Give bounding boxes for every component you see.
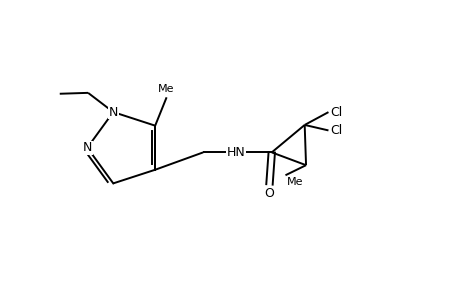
Text: Cl: Cl xyxy=(330,106,342,118)
Text: HN: HN xyxy=(226,146,245,159)
Text: Me: Me xyxy=(287,177,303,187)
Text: O: O xyxy=(264,187,274,200)
Text: N: N xyxy=(108,106,118,118)
Text: N: N xyxy=(83,141,92,154)
Text: Me: Me xyxy=(158,84,174,94)
Text: Cl: Cl xyxy=(330,124,342,137)
